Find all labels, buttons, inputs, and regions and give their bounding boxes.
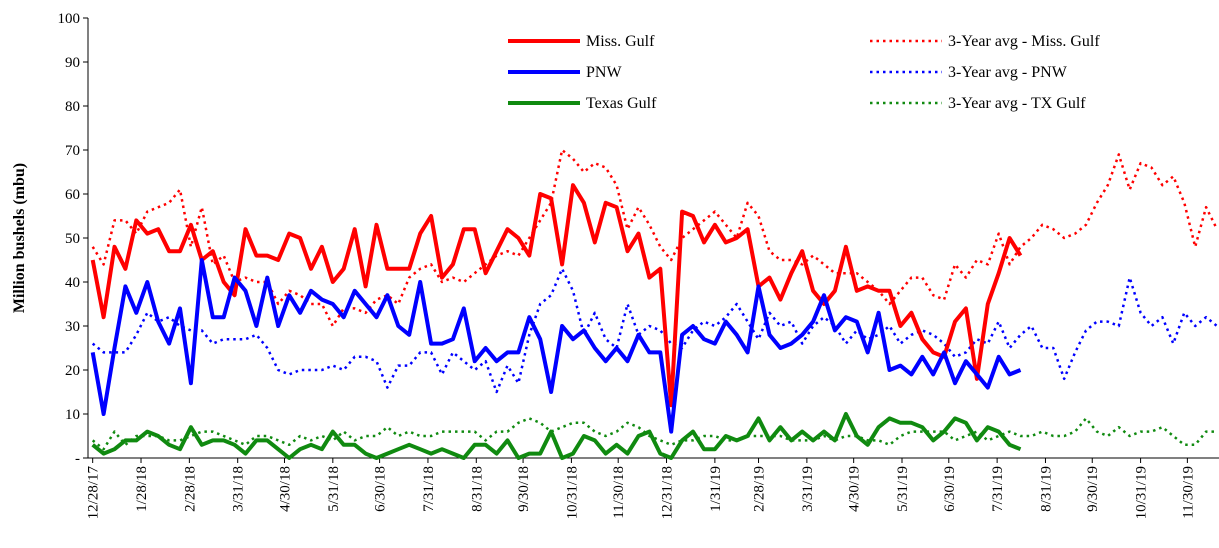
x-tick-label: 12/28/17 (86, 466, 102, 520)
y-tick-label: 70 (65, 143, 80, 159)
series-line (91, 412, 1022, 460)
legend-label: 3-Year avg - TX Gulf (948, 95, 1086, 112)
x-tick-label: 1/28/18 (134, 466, 150, 512)
series-line (91, 267, 1218, 394)
legend-label: PNW (586, 64, 622, 81)
x-tick-label: 5/31/18 (326, 466, 342, 512)
y-tick-label: 30 (65, 319, 80, 335)
x-tick-label: 2/28/19 (752, 466, 768, 512)
y-axis-title: Million bushels (mbu) (11, 163, 28, 313)
legend-label: 3-Year avg - Miss. Gulf (948, 33, 1100, 50)
x-tick-label: 4/30/18 (277, 466, 293, 512)
y-tick-label: 20 (65, 363, 80, 379)
x-tick-label: 6/30/18 (373, 466, 389, 512)
series-line (90, 183, 1023, 408)
x-tick-label: 6/30/19 (942, 466, 958, 512)
x-tick-label: 8/31/18 (469, 466, 485, 512)
x-tick-label: 10/31/18 (564, 466, 580, 519)
y-tick-label: 10 (65, 407, 80, 423)
legend-label: Texas Gulf (586, 95, 657, 112)
x-tick-label: 7/31/19 (990, 466, 1006, 512)
legend-label: 3-Year avg - PNW (948, 64, 1068, 81)
x-tick-label: 7/31/18 (421, 466, 437, 512)
x-tick-label: 1/31/19 (708, 466, 724, 512)
y-tick-label: 40 (65, 275, 80, 291)
x-tick-label: 11/30/19 (1180, 466, 1196, 519)
x-tick-label: 9/30/19 (1085, 466, 1101, 512)
x-tick-label: 8/31/19 (1038, 466, 1054, 512)
x-tick-label: 10/31/19 (1134, 466, 1150, 519)
x-tick-label: 9/30/18 (516, 466, 532, 512)
x-tick-label: 3/31/18 (231, 466, 247, 512)
y-tick-label: 100 (58, 11, 81, 27)
y-tick-label: 50 (65, 231, 80, 247)
y-tick-label: 80 (65, 99, 80, 115)
x-tick-label: 3/31/19 (800, 466, 816, 512)
x-tick-label: 2/28/18 (182, 466, 198, 512)
series-line (91, 148, 1219, 328)
series-line (90, 258, 1022, 434)
y-tick-label: 90 (65, 55, 80, 71)
legend-label: Miss. Gulf (586, 33, 655, 50)
y-tick-label: 60 (65, 187, 80, 203)
x-tick-label: 11/30/18 (611, 466, 627, 519)
x-tick-label: 12/31/18 (660, 466, 676, 519)
x-tick-label: 5/31/19 (895, 466, 911, 512)
x-tick-label: 4/30/19 (847, 466, 863, 512)
legend: Miss. Gulf PNW Texas Gulf 3-Year avg - Miss… (508, 33, 1100, 112)
y-tick-label: - (75, 451, 80, 467)
